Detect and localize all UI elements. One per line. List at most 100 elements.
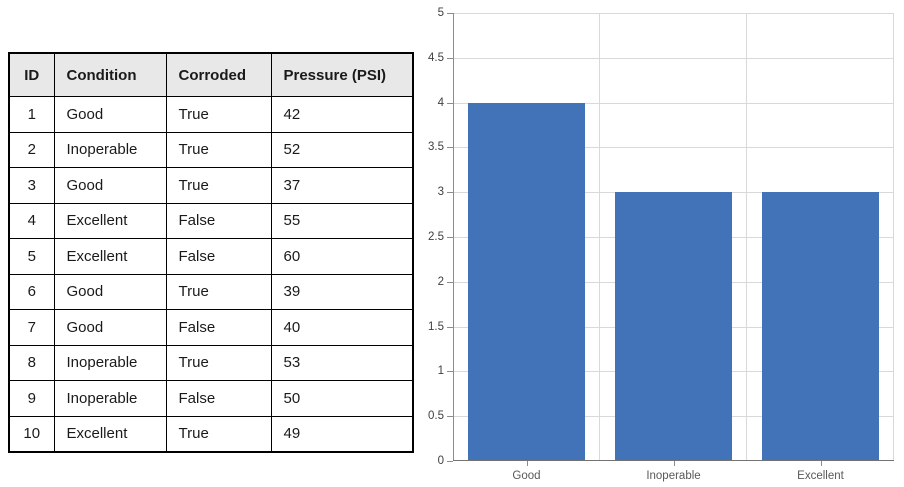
table-cell: 10 xyxy=(8,415,55,453)
table-cell: 42 xyxy=(270,96,414,133)
table-cell: 1 xyxy=(8,96,55,133)
bar-excellent xyxy=(761,192,880,461)
table-cell: Good xyxy=(53,273,167,310)
table-cell: Good xyxy=(53,167,167,204)
table-cell: 37 xyxy=(270,167,414,204)
table-cell: Good xyxy=(53,96,167,133)
y-axis-tick xyxy=(447,237,453,238)
table-cell: Good xyxy=(53,309,167,346)
y-tick-label: 4.5 xyxy=(428,51,444,64)
table-cell: True xyxy=(165,131,272,168)
v-gridline xyxy=(599,13,600,461)
table-body: 1 Good True 42 2 Inoperable True 52 3 Good True 37 4… xyxy=(8,96,414,453)
table-cell: False xyxy=(165,238,272,275)
y-tick-label: 3.5 xyxy=(428,141,444,154)
y-axis-tick xyxy=(447,57,453,59)
h-gridline xyxy=(453,13,894,14)
table-row: ID Condition Corroded Pressure (PSI) xyxy=(8,52,414,97)
y-tick-label: 2 xyxy=(437,275,444,288)
table-cell: 60 xyxy=(270,238,414,275)
table-cell: 40 xyxy=(270,309,414,346)
bar-good xyxy=(467,102,586,461)
y-tick-label: 5 xyxy=(437,7,444,19)
table-row: 7 Good False 40 xyxy=(8,309,414,346)
y-axis-tick xyxy=(447,102,453,104)
bar-inoperable xyxy=(614,192,733,461)
table-cell: True xyxy=(165,415,272,453)
table-cell: Inoperable xyxy=(53,344,167,381)
y-axis-tick xyxy=(447,461,453,462)
table-cell: False xyxy=(165,202,272,239)
table-row: 6 Good True 39 xyxy=(8,273,414,310)
h-gridline xyxy=(453,102,894,104)
table-cell: 4 xyxy=(8,202,55,239)
table-cell: 8 xyxy=(8,344,55,381)
y-axis-tick xyxy=(447,13,453,14)
y-axis-line xyxy=(453,13,455,461)
table-cell: 7 xyxy=(8,309,55,346)
table-header-row: ID Condition Corroded Pressure (PSI) xyxy=(8,52,414,97)
y-axis-tick xyxy=(447,147,453,149)
table-cell: True xyxy=(165,96,272,133)
table-cell: 52 xyxy=(270,131,414,168)
y-axis-tick xyxy=(447,416,453,418)
x-axis-tick xyxy=(820,461,822,466)
table-row: 8 Inoperable True 53 xyxy=(8,344,414,381)
table-cell: 53 xyxy=(270,344,414,381)
table-cell: 2 xyxy=(8,131,55,168)
table-cell: True xyxy=(165,167,272,204)
table-cell: Excellent xyxy=(53,415,167,453)
table-row: 9 Inoperable False 50 xyxy=(8,380,414,417)
table-cell: True xyxy=(165,273,272,310)
table-cell: Excellent xyxy=(53,238,167,275)
y-tick-label: 1 xyxy=(437,365,444,378)
table-row: 5 Excellent False 60 xyxy=(8,238,414,275)
table-cell: 55 xyxy=(270,202,414,239)
h-gridline xyxy=(453,57,894,59)
table-row: 4 Excellent False 55 xyxy=(8,202,414,239)
table-cell: Inoperable xyxy=(53,380,167,417)
x-axis-tick xyxy=(673,461,675,466)
y-axis-tick xyxy=(447,371,453,373)
table-cell: 9 xyxy=(8,380,55,417)
y-tick-label: 3 xyxy=(437,186,444,199)
table-cell: 49 xyxy=(270,415,414,453)
table-cell: 6 xyxy=(8,273,55,310)
table-cell: 3 xyxy=(8,167,55,204)
x-axis-tick xyxy=(526,461,528,466)
y-tick-label: 0 xyxy=(437,455,444,467)
y-tick-label: 4 xyxy=(437,96,444,109)
y-axis-tick xyxy=(447,281,453,283)
table-cell: Inoperable xyxy=(53,131,167,168)
header-cell: Condition xyxy=(53,52,167,97)
v-gridline xyxy=(893,13,894,461)
y-tick-label: 0.5 xyxy=(428,410,444,423)
y-axis-tick xyxy=(447,326,453,328)
table-cell: True xyxy=(165,344,272,381)
x-axis-line xyxy=(453,459,894,461)
h-gridline xyxy=(453,147,894,149)
table-cell: False xyxy=(165,309,272,346)
table-cell: False xyxy=(165,380,272,417)
table-cell: 50 xyxy=(270,380,414,417)
y-tick-label: 1.5 xyxy=(428,320,444,333)
table-cell: 39 xyxy=(270,273,414,310)
x-tick-label: Excellent xyxy=(797,470,844,482)
table-cell: Excellent xyxy=(53,202,167,239)
table-row: 10 Excellent True 49 xyxy=(8,415,414,453)
table-row: 3 Good True 37 xyxy=(8,167,414,204)
header-cell: Pressure (PSI) xyxy=(270,52,414,97)
pipe-data-table: ID Condition Corroded Pressure (PSI) 1 Good T… xyxy=(8,52,414,453)
chart-plot-area xyxy=(453,13,894,461)
table-row: 1 Good True 42 xyxy=(8,96,414,133)
x-tick-label: Good xyxy=(512,470,541,482)
header-cell: Corroded xyxy=(165,52,272,97)
condition-bar-chart: 0 0.5 1 1.5 2 2.5 3 3.5 4 4.5 5 Good Inoperable Excel… xyxy=(425,0,904,487)
y-axis-tick xyxy=(447,192,453,194)
y-tick-label: 2.5 xyxy=(428,231,444,243)
v-gridline xyxy=(746,13,747,461)
table-row: 2 Inoperable True 52 xyxy=(8,131,414,168)
header-cell: ID xyxy=(8,52,55,97)
table-cell: 5 xyxy=(8,238,55,275)
